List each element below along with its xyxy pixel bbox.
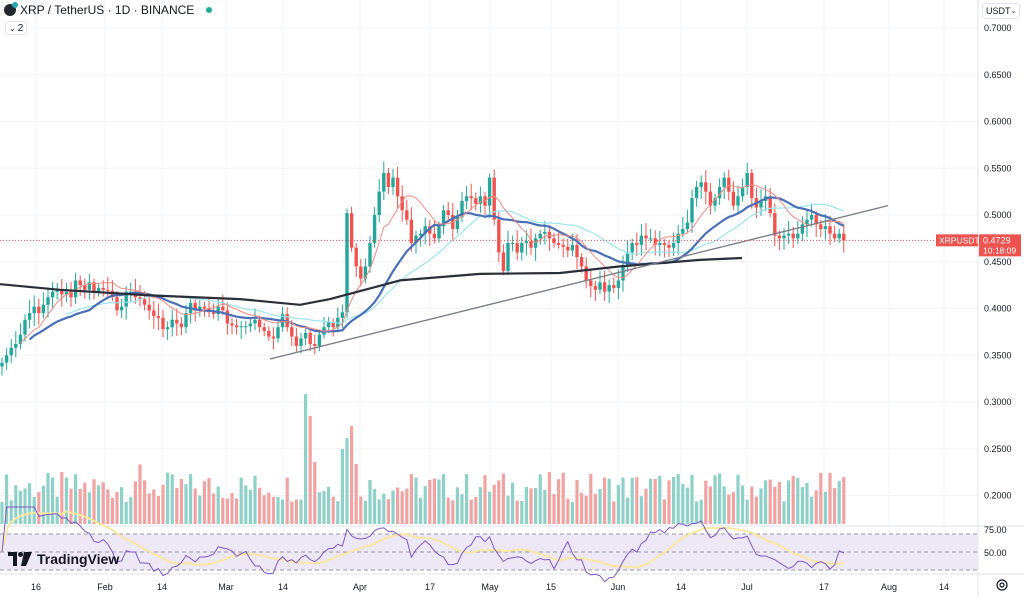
price-axis-label: 0.2500: [984, 444, 1012, 454]
symbol-title: XRP / TetherUS · 1D · BINANCE: [20, 3, 195, 17]
ma-cyan-line: [66, 203, 845, 324]
tradingview-logo[interactable]: TradingView: [8, 551, 119, 567]
rsi-pane: [0, 506, 978, 583]
trendline[interactable]: [269, 205, 889, 360]
time-axis-label: 14: [157, 582, 167, 592]
grid: [0, 0, 978, 574]
time-axis-label: Apr: [353, 582, 367, 592]
tradingview-mark-icon: [8, 552, 32, 566]
chevron-down-icon: ⌄: [9, 23, 16, 33]
svg-text:XRPUSDT: XRPUSDT: [939, 235, 980, 245]
price-axis-label: 0.5500: [984, 163, 1012, 173]
rsi-ma-line: [1, 510, 844, 569]
volume-bars: [0, 394, 846, 524]
time-axis-label: 16: [31, 582, 41, 592]
time-axis-label: May: [481, 582, 499, 592]
market-status-icon: [206, 7, 213, 13]
rsi-axis-label: 75.00: [984, 525, 1007, 535]
ma-50-line: [28, 196, 845, 341]
tradingview-wordmark: TradingView: [37, 551, 120, 567]
price-axis-label: 0.6000: [984, 117, 1012, 127]
ma-200-line: [0, 256, 743, 306]
svg-text:0.4729: 0.4729: [983, 235, 1011, 245]
time-axis-label: Jul: [741, 582, 753, 592]
time-axis-label: Mar: [218, 582, 234, 592]
time-axis-label: 14: [676, 582, 686, 592]
time-axis-label: Jun: [611, 582, 626, 592]
currency-label: USDT: [986, 6, 1011, 16]
time-axis-label: 14: [278, 582, 288, 592]
indicator-count: 2: [17, 22, 24, 34]
ma-20-line: [20, 184, 844, 344]
currency-selector[interactable]: USDT ⌄: [982, 3, 1020, 19]
time-axis-label: Aug: [881, 582, 897, 592]
price-axis-label: 0.3500: [984, 350, 1012, 360]
price-axis-label: 0.4000: [984, 304, 1012, 314]
candles: [0, 161, 846, 376]
time-axis-label: 14: [939, 582, 949, 592]
time-axis-label: 17: [819, 582, 829, 592]
price-axis-label: 0.7000: [984, 23, 1012, 33]
rsi-axis-label: 50.00: [984, 548, 1007, 558]
price-axis-label: 0.6500: [984, 70, 1012, 80]
price-axis-label: 0.5000: [984, 210, 1012, 220]
svg-text:10:18:09: 10:18:09: [983, 245, 1016, 255]
price-axis-label: 0.3000: [984, 397, 1012, 407]
chevron-down-icon: ⌄: [1010, 8, 1017, 15]
indicators-collapse-button[interactable]: ⌄ 2: [5, 21, 28, 35]
price-axis-label: 0.4500: [984, 257, 1012, 267]
time-axis-label: 15: [546, 582, 556, 592]
price-axis-label: 0.2000: [984, 491, 1012, 501]
symbol-legend[interactable]: XRP / TetherUS · 1D · BINANCE: [4, 2, 213, 17]
time-axis-label: Feb: [97, 582, 113, 592]
time-axis-label: 17: [425, 582, 435, 592]
rsi-line: [1, 506, 845, 583]
xrp-logo-icon: [4, 2, 18, 16]
settings-gear-icon[interactable]: [996, 579, 1008, 591]
